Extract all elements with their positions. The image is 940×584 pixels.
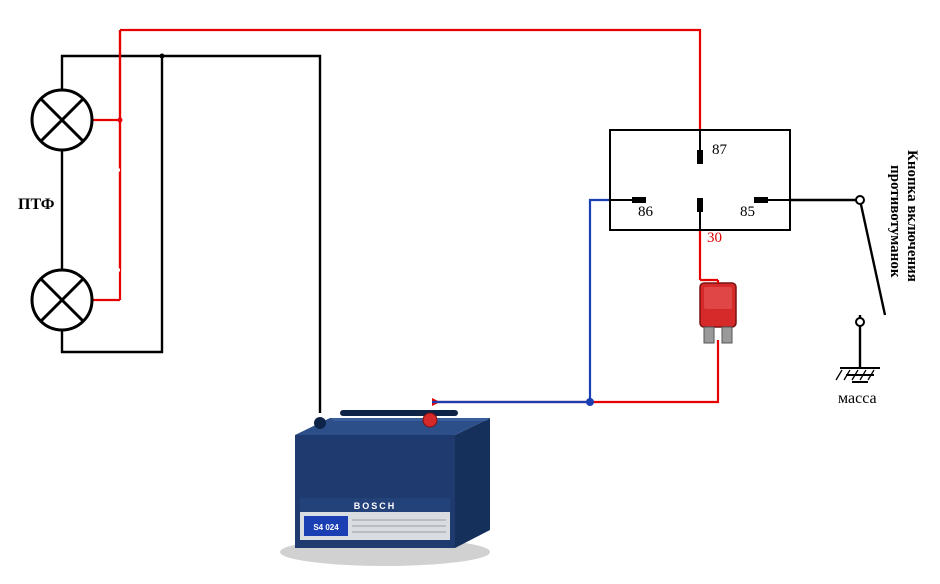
battery: BOSCH S4 024 — [280, 410, 490, 566]
wire-black — [62, 56, 885, 413]
label-relay-87: 87 — [712, 142, 727, 159]
label-relay-86: 86 — [638, 204, 653, 221]
ground-symbol — [836, 368, 880, 382]
label-ptf: ПТФ — [18, 196, 55, 214]
lamp-ptf-1 — [32, 90, 92, 150]
fuse — [700, 280, 736, 343]
lamp-ptf-2 — [32, 270, 92, 330]
battery-model: S4 024 — [313, 523, 339, 532]
wire-red-lamp-taps — [92, 30, 120, 300]
label-ground: масса — [838, 390, 877, 408]
label-switch-line2: противотуманок — [886, 165, 903, 277]
label-relay-30: 30 — [707, 230, 722, 247]
wire-blue — [432, 200, 610, 406]
battery-brand: BOSCH — [354, 501, 397, 511]
wiring-diagram: BOSCH S4 024 — [0, 0, 940, 584]
label-relay-85: 85 — [740, 204, 755, 221]
relay — [610, 130, 790, 230]
label-switch-line1: Кнопка включения — [903, 150, 920, 282]
